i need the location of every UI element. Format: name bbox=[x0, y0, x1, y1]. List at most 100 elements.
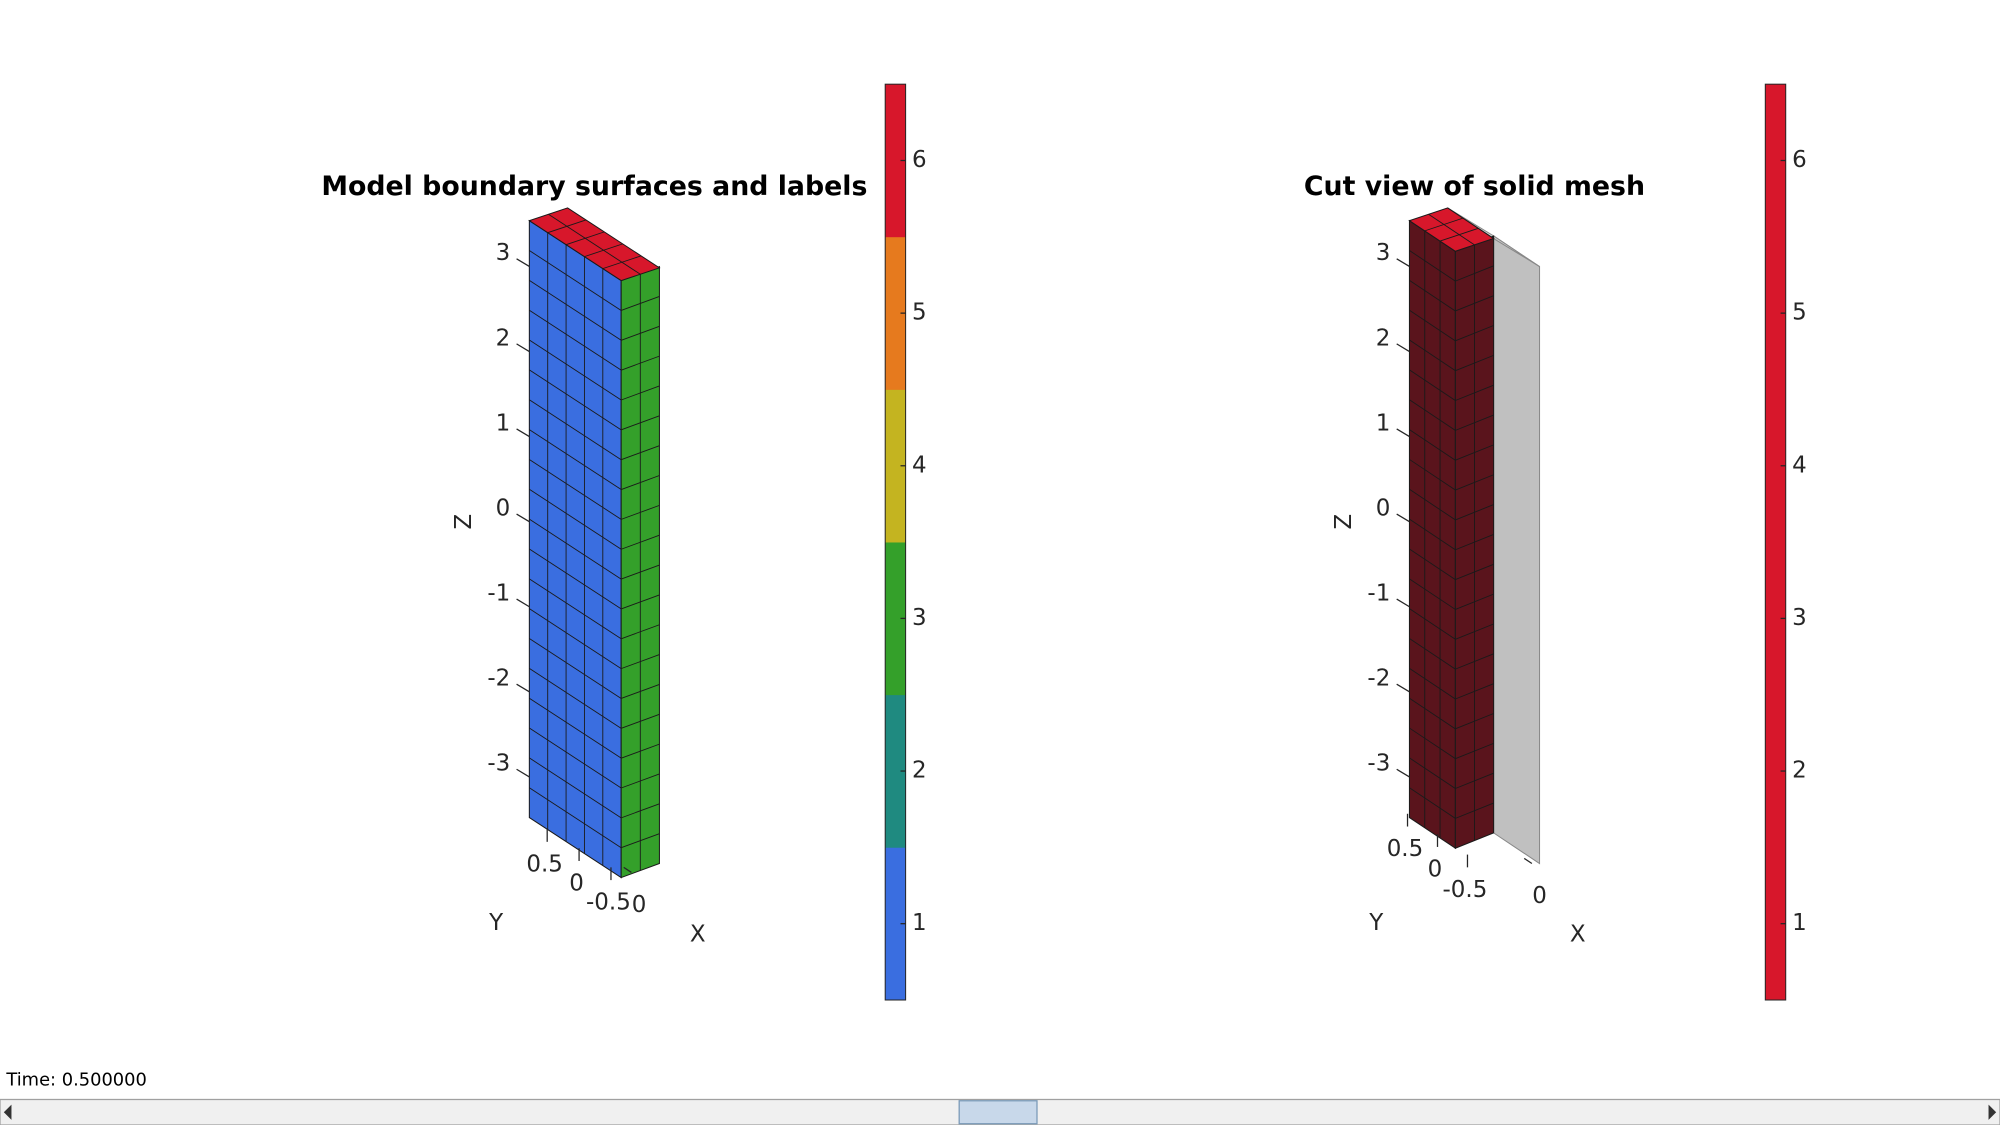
y-tick-label: 0 bbox=[569, 870, 584, 896]
axes-title: Model boundary surfaces and labels bbox=[321, 171, 867, 202]
mesh-edge bbox=[1455, 534, 1494, 551]
z-tick bbox=[1396, 428, 1410, 438]
z-tick-label: 3 bbox=[1376, 240, 1391, 266]
slider-thumb[interactable] bbox=[958, 1100, 1038, 1125]
mesh-edge bbox=[529, 429, 622, 490]
slider[interactable] bbox=[0, 1098, 2000, 1125]
mesh-edge bbox=[529, 787, 622, 849]
mesh-edge bbox=[1409, 429, 1456, 461]
mesh-edge bbox=[1455, 742, 1494, 760]
z-tick-label: 2 bbox=[1376, 325, 1391, 351]
mesh-edge bbox=[1409, 757, 1456, 789]
z-tick-label: 0 bbox=[496, 495, 511, 521]
mesh-edge bbox=[621, 624, 660, 640]
mesh-edge bbox=[1409, 309, 1456, 342]
mesh-edge bbox=[1455, 623, 1494, 640]
mesh-edge bbox=[1428, 213, 1475, 246]
colorbar-band bbox=[885, 389, 906, 543]
z-tick-label: 0 bbox=[1376, 495, 1391, 521]
mesh-edge bbox=[1455, 802, 1494, 819]
mesh-edge bbox=[1409, 727, 1456, 760]
z-tick-label: 2 bbox=[496, 325, 511, 351]
z-label: Z bbox=[1331, 514, 1357, 530]
mesh-edge bbox=[1455, 772, 1494, 789]
x-tick-label: 0 bbox=[632, 892, 647, 918]
y-tick-label: 0 bbox=[1428, 856, 1443, 882]
z-tick-label: -2 bbox=[1367, 666, 1390, 692]
mesh-edge bbox=[529, 250, 622, 311]
colorbar-tick-label: 3 bbox=[1792, 605, 1807, 631]
mesh-edge bbox=[529, 309, 622, 371]
mesh-edge bbox=[529, 369, 622, 431]
z-tick-label: -1 bbox=[1367, 581, 1390, 607]
mesh-edge bbox=[1455, 295, 1494, 312]
mesh-edge bbox=[529, 727, 622, 789]
mesh-edge bbox=[529, 279, 622, 341]
colorbar-frame bbox=[1764, 83, 1787, 1001]
mesh-edge bbox=[1455, 713, 1494, 730]
mesh-edge bbox=[1409, 608, 1456, 640]
z-tick-label: -3 bbox=[487, 751, 510, 777]
mesh-face bbox=[1493, 235, 1541, 865]
mesh-edge bbox=[621, 833, 660, 849]
z-tick bbox=[516, 343, 530, 353]
z-tick bbox=[1396, 343, 1410, 353]
mesh-edge bbox=[529, 488, 622, 550]
x-label: X bbox=[690, 921, 706, 947]
z-tick bbox=[516, 683, 530, 693]
mesh-edge bbox=[529, 399, 622, 461]
colorbar-band bbox=[885, 847, 906, 1001]
mesh-edge bbox=[1455, 354, 1494, 372]
colorbar-band bbox=[885, 84, 906, 238]
colorbar-tick-label: 5 bbox=[912, 300, 927, 326]
mesh-edge bbox=[529, 638, 622, 699]
x-tick-label: 0 bbox=[1532, 883, 1547, 909]
mesh-edge bbox=[529, 697, 622, 759]
mesh-edge bbox=[621, 654, 660, 670]
mesh-edge bbox=[529, 548, 622, 610]
mesh-edge bbox=[1455, 504, 1494, 521]
slider-right-arrow[interactable] bbox=[1988, 1104, 1997, 1120]
mesh-edge bbox=[1409, 697, 1456, 730]
mesh-edge bbox=[1409, 548, 1456, 580]
mesh-edge bbox=[621, 504, 660, 520]
z-tick bbox=[516, 513, 530, 523]
colorbar-band bbox=[885, 694, 906, 848]
mesh-edge bbox=[621, 296, 660, 311]
z-tick-label: 3 bbox=[496, 240, 511, 266]
z-tick-label: 1 bbox=[496, 410, 511, 436]
colorbar-tick-label: 2 bbox=[1792, 758, 1807, 784]
z-tick bbox=[1396, 683, 1410, 693]
x-tick bbox=[1523, 857, 1533, 865]
y-tick-label: 0.5 bbox=[1387, 836, 1423, 862]
z-tick-label: -1 bbox=[487, 581, 510, 607]
mesh-edge bbox=[1409, 369, 1456, 401]
mesh-edge bbox=[621, 564, 660, 580]
mesh-edge bbox=[1409, 638, 1456, 670]
colorbar-tick-label: 3 bbox=[912, 605, 927, 631]
mesh-edge bbox=[621, 534, 660, 550]
mesh-edge bbox=[621, 743, 660, 759]
y-label: Y bbox=[488, 910, 504, 936]
colorbar-tick-label: 6 bbox=[1792, 147, 1807, 173]
mesh-edge bbox=[1455, 414, 1494, 431]
colorbar-band bbox=[885, 542, 906, 696]
y-tick-label: 0.5 bbox=[526, 851, 562, 877]
axes-title: Cut view of solid mesh bbox=[1304, 171, 1645, 202]
slider-left-arrow[interactable] bbox=[3, 1104, 12, 1120]
mesh-edge bbox=[1455, 384, 1494, 401]
mesh-edge bbox=[529, 578, 622, 640]
mesh-edge bbox=[621, 325, 660, 341]
colorbar-tick-label: 4 bbox=[1792, 452, 1807, 478]
mesh-edge bbox=[1409, 250, 1456, 282]
mesh-edge bbox=[1455, 563, 1494, 581]
z-tick bbox=[516, 428, 530, 438]
mesh-edge bbox=[529, 518, 622, 580]
colorbar-tick-label: 1 bbox=[1792, 910, 1807, 936]
colorbar-tick-label: 4 bbox=[912, 452, 927, 478]
z-label: Z bbox=[451, 514, 477, 530]
mesh-edge bbox=[621, 773, 660, 789]
time-label: Time: 0.500000 bbox=[5, 1069, 147, 1090]
y-tick-label: -0.5 bbox=[1443, 877, 1488, 903]
